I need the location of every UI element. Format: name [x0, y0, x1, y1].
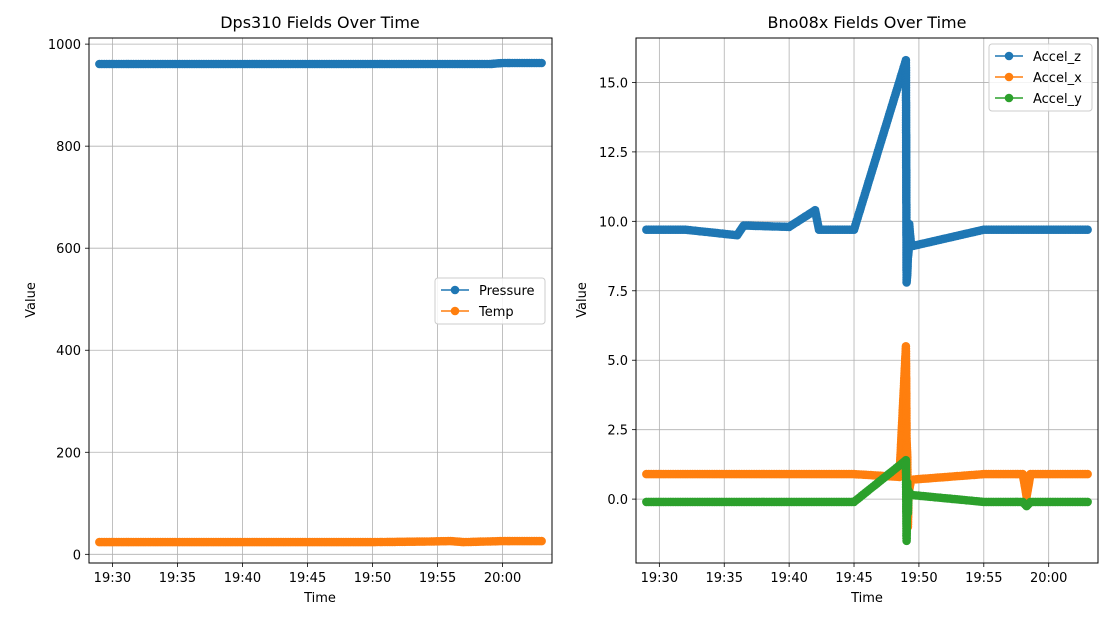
legend-entry-accel-x: Accel_x	[995, 71, 1082, 86]
x-tick-label: 20:00	[484, 571, 521, 586]
y-tick-label: 1000	[48, 38, 81, 53]
y-tick-label: 600	[56, 242, 81, 257]
legend-box	[988, 43, 1093, 112]
x-tick-label: 19:30	[94, 571, 131, 586]
legend-marker	[450, 285, 460, 295]
y-tick-label: 2.5	[607, 424, 628, 439]
y-axis-label: Value	[575, 282, 590, 318]
y-tick-label: 0.0	[607, 493, 628, 508]
x-axis-ticks: 19:30 19:35 19:40 19:45 19:50 19:55 20:00	[641, 563, 1067, 586]
x-tick-label: 19:55	[419, 571, 456, 586]
dps310-chart: 19:30 19:35 19:40 19:45 19:50 19:55 20:00 0 200…	[24, 13, 553, 606]
legend-label: Accel_x	[1033, 71, 1082, 86]
series-accel-z	[642, 55, 1092, 287]
series-pressure	[95, 58, 546, 69]
series-layer	[642, 55, 1092, 546]
chart-title: Bno08x Fields Over Time	[768, 13, 967, 32]
x-tick-label: 19:50	[354, 571, 391, 586]
bno08x-chart: 19:30 19:35 19:40 19:45 19:50 19:55 20:00 0.0 2…	[575, 13, 1099, 606]
data-point	[1083, 225, 1092, 234]
x-tick-label: 19:45	[289, 571, 326, 586]
y-tick-label: 5.0	[607, 354, 628, 369]
legend-marker	[1004, 93, 1014, 103]
legend-label: Pressure	[479, 284, 535, 299]
legend-marker	[1004, 51, 1014, 61]
plot-frame	[635, 37, 1099, 564]
legend-entry-temp: Temp	[441, 305, 514, 320]
y-tick-label: 15.0	[599, 76, 628, 91]
y-tick-label: 10.0	[599, 215, 628, 230]
x-tick-label: 19:50	[900, 571, 937, 586]
data-point	[1083, 469, 1092, 479]
legend: Pressure Temp	[434, 277, 546, 325]
y-tick-label: 0	[73, 548, 81, 563]
chart-title: Dps310 Fields Over Time	[220, 13, 420, 32]
legend-label: Accel_y	[1033, 92, 1082, 107]
y-tick-label: 200	[56, 446, 81, 461]
x-tick-label: 19:35	[159, 571, 196, 586]
legend: Accel_z Accel_x Accel_y	[988, 43, 1093, 112]
legend-entry-accel-y: Accel_y	[995, 92, 1082, 107]
x-tick-label: 19:40	[770, 571, 807, 586]
legend-marker	[1004, 72, 1014, 82]
x-tick-label: 19:35	[706, 571, 743, 586]
plot-frame	[88, 37, 553, 564]
legend-label: Temp	[478, 305, 514, 320]
legend-entry-pressure: Pressure	[441, 284, 535, 299]
x-axis-label: Time	[303, 591, 336, 606]
x-axis-ticks: 19:30 19:35 19:40 19:45 19:50 19:55 20:00	[94, 563, 521, 586]
series-temp	[95, 536, 546, 547]
y-tick-label: 12.5	[599, 146, 628, 161]
data-point	[1083, 497, 1092, 507]
series-layer	[95, 58, 546, 547]
series-accel-y	[642, 455, 1092, 546]
x-axis-label: Time	[850, 591, 883, 606]
x-tick-label: 20:00	[1030, 571, 1067, 586]
x-tick-label: 19:40	[224, 571, 261, 586]
y-axis-label: Value	[24, 282, 39, 318]
x-tick-label: 19:45	[835, 571, 872, 586]
data-point	[537, 536, 546, 546]
y-tick-label: 7.5	[607, 285, 628, 300]
x-tick-label: 19:30	[641, 571, 678, 586]
y-tick-label: 800	[56, 140, 81, 155]
y-axis-ticks: 0.0 2.5 5.0 7.5 10.0 12.5 15.0	[599, 76, 636, 508]
data-point	[537, 58, 546, 68]
x-tick-label: 19:55	[965, 571, 1002, 586]
y-axis-ticks: 0 200 400 600 800 1000	[48, 38, 89, 563]
legend-entry-accel-z: Accel_z	[995, 50, 1081, 65]
y-tick-label: 400	[56, 344, 81, 359]
legend-label: Accel_z	[1033, 50, 1081, 65]
legend-marker	[450, 306, 460, 316]
